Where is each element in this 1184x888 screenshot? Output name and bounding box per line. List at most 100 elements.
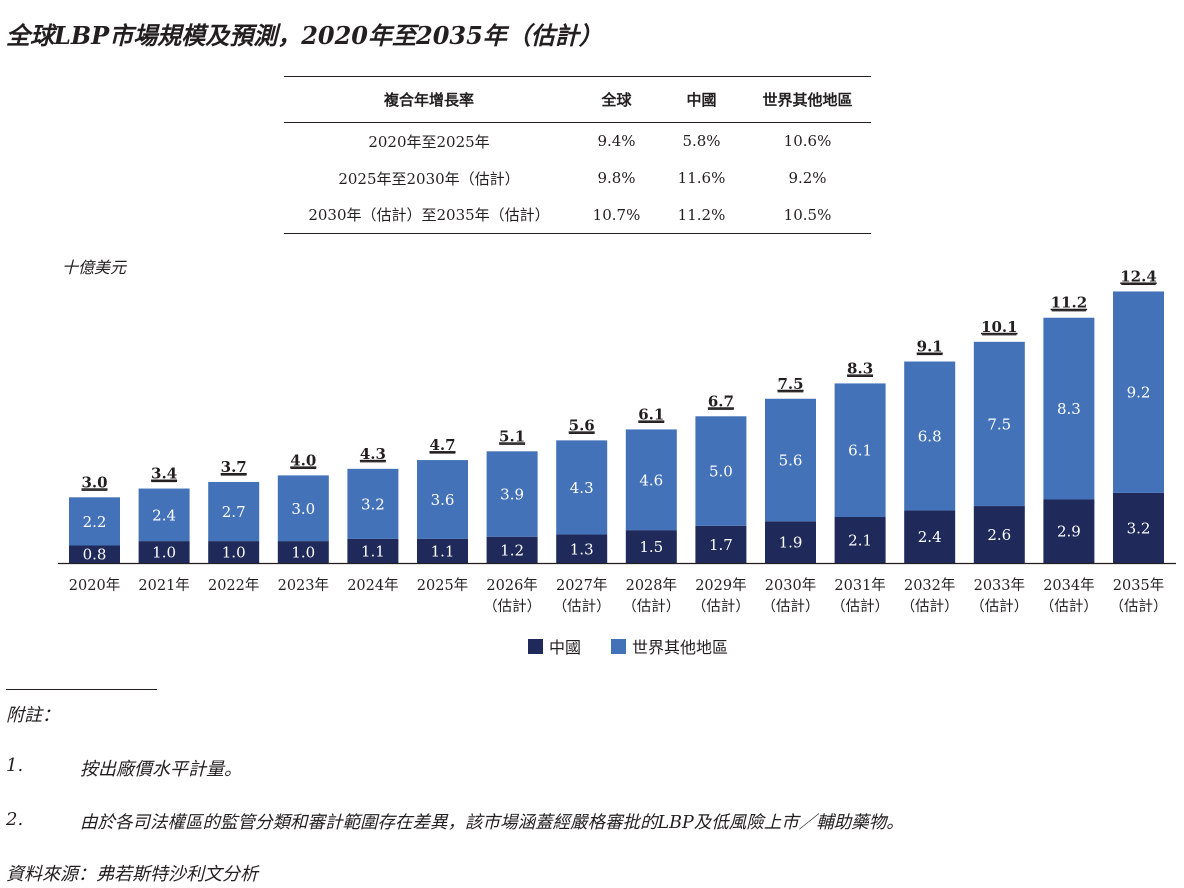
data-label-rest: 3.0	[291, 500, 315, 518]
data-label-rest: 5.0	[709, 463, 733, 481]
data-label-rest: 2.2	[83, 513, 107, 531]
cagr-header-global: 全球	[574, 76, 659, 123]
bar-segment-rest	[973, 341, 1025, 507]
cagr-china: 5.8%	[682, 132, 721, 151]
bar-segment-rest	[625, 429, 677, 531]
x-tick-label: 2026年	[486, 577, 537, 594]
x-tick-label: 2029年	[695, 577, 746, 594]
data-label-china: 3.2	[1127, 519, 1151, 537]
data-label-china: 1.7	[709, 536, 733, 554]
x-tick-label: 2034年	[1043, 577, 1094, 594]
bar-segment-china	[1043, 499, 1095, 563]
cagr-table: 複合年增長率 全球 中國 世界其他地區 2020年至2025年 9.4% 5.8…	[284, 76, 871, 234]
x-tick-label: 2035年	[1113, 577, 1164, 594]
total-label: 3.0	[81, 473, 107, 491]
x-tick-sublabel: （估計）	[1040, 598, 1098, 615]
data-label-rest: 2.4	[152, 506, 176, 524]
cagr-rest: 9.2%	[788, 169, 827, 187]
cagr-global: 9.4%	[597, 132, 636, 151]
cagr-header-rest: 世界其他地區	[744, 76, 871, 123]
page-title: 全球LBP市場規模及預測，2020年至2035年（估計）	[6, 21, 603, 50]
data-label-rest: 2.7	[222, 503, 246, 521]
source-note: 資料來源：弗若斯特沙利文分析	[6, 864, 258, 885]
data-label-china: 1.0	[222, 544, 246, 562]
data-label-china: 2.6	[987, 526, 1011, 544]
data-label-china: 1.0	[152, 544, 176, 562]
data-label-rest: 7.5	[987, 415, 1011, 433]
bar-segment-rest	[277, 475, 329, 542]
cagr-header-period: 複合年增長率	[284, 76, 574, 123]
total-label: 9.1	[917, 338, 943, 356]
bar-segment-china	[973, 506, 1025, 563]
x-tick-label: 2025年	[417, 577, 468, 594]
data-label-china: 1.1	[431, 542, 455, 560]
x-tick-label: 2033年	[974, 577, 1025, 594]
cagr-china: 11.6%	[677, 169, 726, 187]
bar-segment-rest	[834, 383, 886, 518]
total-label: 12.4	[1120, 267, 1157, 285]
bar-segment-china	[556, 534, 608, 563]
legend-item-china: 中國	[528, 634, 581, 658]
data-label-rest: 9.2	[1127, 384, 1151, 402]
bar-segment-china	[208, 541, 260, 563]
bar-segment-china	[695, 525, 747, 563]
x-tick-label: 2032年	[904, 577, 955, 594]
x-tick-sublabel: （估計）	[762, 598, 820, 615]
bar-segment-china	[486, 536, 538, 563]
total-label: 3.4	[151, 465, 177, 483]
x-tick-sublabel: （估計）	[1110, 598, 1168, 615]
notes-heading: 附註：	[6, 705, 60, 726]
notes-divider	[6, 689, 157, 690]
note-number: 1.	[6, 755, 24, 776]
bar-segment-rest	[69, 497, 120, 546]
x-tick-sublabel: （估計）	[483, 598, 541, 615]
table-row: 2025年至2030年（估計） 9.8% 11.6% 9.2%	[284, 160, 871, 197]
data-label-rest: 3.6	[431, 491, 455, 509]
total-label: 5.1	[499, 427, 525, 445]
stacked-bar-chart: 0.8 2.2 3.0 2020年 1.0 2.4 3.4 2021年 1.0 2.7 3.7 202…	[58, 267, 1176, 615]
cagr-rest: 10.6%	[783, 132, 832, 151]
bar-segment-china	[69, 545, 120, 563]
bar-segment-china	[625, 530, 677, 563]
total-label: 3.7	[221, 458, 247, 476]
cagr-period: 2030年（估計）至2035年（估計）	[284, 196, 574, 234]
x-tick-label: 2020年	[69, 577, 120, 594]
bar-segment-china	[138, 541, 190, 563]
x-tick-sublabel: （估計）	[970, 598, 1028, 615]
note-text: 按出廠價水平計量。	[80, 759, 242, 780]
data-label-rest: 6.8	[918, 427, 942, 445]
legend-swatch-china	[528, 638, 543, 654]
data-label-china: 1.2	[500, 541, 524, 559]
bar-segment-rest	[347, 468, 399, 539]
x-tick-sublabel: （估計）	[692, 598, 750, 615]
data-label-china: 2.1	[848, 532, 872, 550]
cagr-header-china: 中國	[659, 76, 744, 123]
data-label-china: 0.8	[83, 546, 107, 564]
data-label-rest: 4.3	[570, 479, 594, 497]
cagr-period: 2020年至2025年	[368, 132, 490, 151]
legend-label-rest: 世界其他地區	[632, 638, 729, 657]
bar-segment-china	[834, 517, 886, 563]
bar-segment-rest	[1113, 291, 1164, 493]
y-axis-label: 十億美元	[62, 258, 127, 277]
data-label-china: 2.9	[1057, 523, 1081, 541]
x-tick-sublabel: （估計）	[831, 598, 889, 615]
x-tick-label: 2021年	[138, 577, 189, 594]
legend-label-china: 中國	[549, 638, 582, 657]
bar-segment-rest	[208, 481, 260, 542]
data-label-china: 1.3	[570, 540, 594, 558]
data-label-china: 1.0	[291, 544, 315, 562]
data-label-china: 1.9	[779, 534, 803, 552]
data-label-rest: 4.6	[639, 471, 663, 489]
total-label: 4.0	[290, 451, 316, 469]
data-label-rest: 3.9	[500, 486, 524, 504]
x-tick-label: 2031年	[834, 577, 885, 594]
bar-segment-rest	[486, 451, 538, 537]
chart-legend: 中國 世界其他地區	[528, 634, 728, 658]
cagr-period: 2025年至2030年（估計）	[338, 169, 520, 188]
x-tick-label: 2024年	[347, 577, 398, 594]
x-tick-label: 2028年	[626, 577, 677, 594]
total-label: 6.7	[708, 392, 734, 410]
cagr-global: 10.7%	[574, 196, 659, 234]
cagr-china: 11.2%	[659, 196, 744, 234]
